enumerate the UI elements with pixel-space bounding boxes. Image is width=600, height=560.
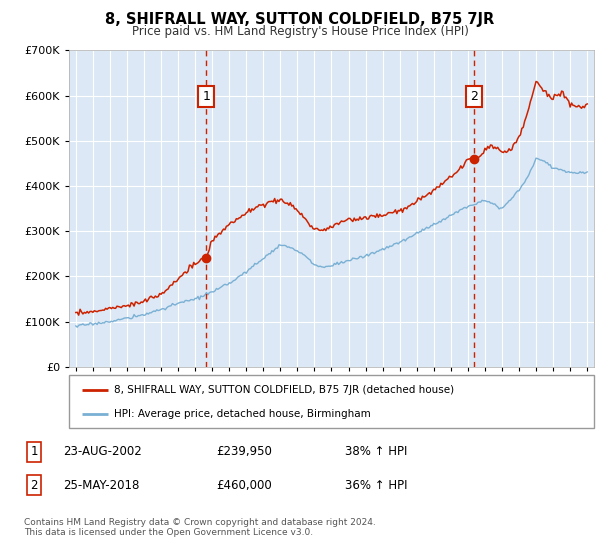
Text: 1: 1 [202, 90, 210, 103]
Text: 8, SHIFRALL WAY, SUTTON COLDFIELD, B75 7JR (detached house): 8, SHIFRALL WAY, SUTTON COLDFIELD, B75 7… [113, 385, 454, 395]
Text: 1: 1 [31, 445, 38, 458]
Text: £460,000: £460,000 [216, 479, 272, 492]
Text: 2: 2 [470, 90, 478, 103]
Text: HPI: Average price, detached house, Birmingham: HPI: Average price, detached house, Birm… [113, 408, 370, 418]
Text: 36% ↑ HPI: 36% ↑ HPI [346, 479, 408, 492]
Text: £239,950: £239,950 [216, 445, 272, 458]
Text: Contains HM Land Registry data © Crown copyright and database right 2024.
This d: Contains HM Land Registry data © Crown c… [24, 518, 376, 538]
Text: 2: 2 [31, 479, 38, 492]
Text: 38% ↑ HPI: 38% ↑ HPI [346, 445, 408, 458]
Text: 25-MAY-2018: 25-MAY-2018 [64, 479, 140, 492]
Text: 8, SHIFRALL WAY, SUTTON COLDFIELD, B75 7JR: 8, SHIFRALL WAY, SUTTON COLDFIELD, B75 7… [106, 12, 494, 27]
FancyBboxPatch shape [69, 375, 594, 428]
Text: 23-AUG-2002: 23-AUG-2002 [64, 445, 142, 458]
Text: Price paid vs. HM Land Registry's House Price Index (HPI): Price paid vs. HM Land Registry's House … [131, 25, 469, 38]
